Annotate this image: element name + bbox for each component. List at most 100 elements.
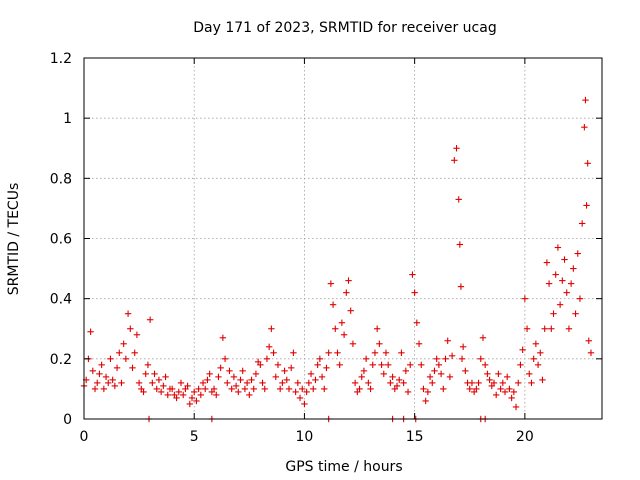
data-point: [91, 385, 99, 393]
data-point: [506, 385, 513, 393]
data-point: [268, 325, 275, 332]
data-point: [94, 379, 101, 387]
x-tick-label: 10: [296, 429, 314, 445]
data-point: [409, 271, 416, 278]
data-point: [563, 289, 570, 296]
data-point: [466, 385, 473, 393]
data-point: [323, 364, 330, 372]
data-point: [365, 379, 372, 387]
data-point: [299, 385, 306, 393]
data-point: [318, 373, 326, 381]
data-point: [221, 355, 229, 363]
data-point: [325, 349, 332, 357]
data-point: [504, 373, 511, 381]
data-point: [206, 370, 213, 378]
data-point: [102, 373, 110, 381]
data-point: [314, 361, 321, 369]
data-point: [495, 370, 502, 378]
data-point: [407, 361, 414, 369]
data-point: [226, 367, 233, 375]
data-point: [107, 355, 114, 363]
data-point: [565, 325, 573, 332]
data-point: [151, 370, 158, 378]
data-point: [248, 376, 255, 384]
data-point: [230, 373, 238, 381]
gridlines: [84, 58, 602, 419]
data-point: [532, 340, 540, 347]
data-point: [285, 385, 293, 393]
data-point: [283, 376, 290, 384]
data-point: [462, 367, 469, 375]
data-point: [135, 379, 143, 387]
x-tick-label: 0: [80, 429, 89, 445]
data-point: [250, 385, 257, 393]
data-point: [349, 340, 357, 347]
data-point: [574, 250, 581, 257]
data-point: [442, 355, 449, 363]
data-point: [404, 388, 412, 396]
data-point: [382, 349, 390, 357]
data-point: [96, 370, 103, 378]
data-point: [543, 259, 551, 266]
data-point: [162, 373, 169, 381]
data-point: [567, 280, 575, 287]
data-point: [398, 349, 405, 357]
data-point: [554, 244, 562, 251]
data-point: [418, 361, 425, 369]
data-point: [484, 370, 491, 378]
data-point: [490, 379, 498, 387]
data-point: [332, 325, 339, 332]
data-point: [369, 361, 376, 369]
data-point: [155, 376, 163, 384]
data-point: [188, 394, 196, 402]
data-point: [437, 370, 445, 378]
data-point: [457, 283, 465, 290]
data-point: [420, 385, 427, 393]
data-point: [131, 349, 138, 357]
data-point: [252, 370, 260, 378]
chart-title: Day 171 of 2023, SRMTID for receiver uca…: [193, 20, 496, 36]
data-point: [413, 319, 421, 326]
data-point: [351, 379, 359, 387]
data-point: [415, 340, 423, 347]
data-point: [120, 340, 127, 347]
data-point: [129, 364, 136, 372]
data-point: [396, 376, 403, 384]
data-point: [424, 388, 432, 396]
data-point: [548, 325, 555, 332]
data-point: [435, 361, 443, 369]
data-point: [87, 328, 94, 335]
data-point: [561, 256, 568, 263]
data-point: [195, 385, 202, 393]
data-point: [517, 361, 524, 369]
y-tick-label: 0.4: [50, 292, 72, 308]
data-point: [371, 349, 379, 357]
data-point: [153, 385, 160, 393]
data-point: [257, 361, 264, 369]
y-axis: 0 0.2 0.4 0.6 0.8 1 1.2: [50, 51, 602, 428]
data-point: [515, 379, 522, 387]
data-point: [179, 391, 187, 399]
data-point: [146, 316, 154, 323]
data-point: [127, 325, 134, 332]
data-point: [545, 280, 553, 287]
data-point: [307, 370, 315, 378]
data-point: [294, 379, 302, 387]
data-point: [477, 355, 484, 363]
data-point: [164, 391, 171, 399]
data-point: [378, 361, 385, 369]
data-point: [303, 388, 310, 396]
data-point: [202, 385, 209, 393]
data-point: [305, 379, 313, 387]
x-axis: 0 5 10 15 20: [80, 58, 534, 445]
data-point: [456, 241, 464, 248]
data-point: [292, 388, 299, 396]
data-point: [288, 364, 295, 372]
data-point: [570, 265, 577, 272]
data-point: [587, 349, 595, 357]
data-point: [508, 394, 515, 402]
y-tick-label: 1.2: [50, 51, 72, 67]
data-point: [523, 325, 531, 332]
data-point: [453, 145, 460, 152]
y-tick-label: 1: [63, 111, 72, 127]
